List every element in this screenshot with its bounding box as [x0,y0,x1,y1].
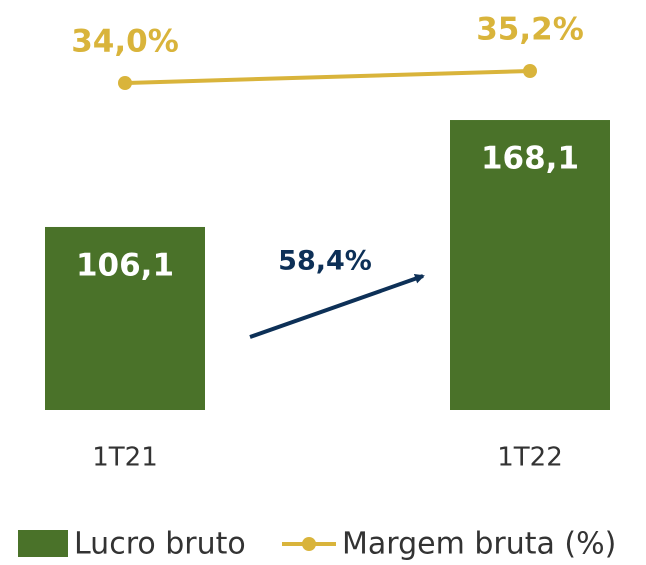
line [124,69,531,85]
bar [450,120,610,410]
data-label: 35,2% [476,12,584,48]
legend-label: Lucro bruto [74,527,246,562]
bar [45,226,205,410]
data-label: 106,1 [76,247,174,283]
data-label: 34,0% [71,24,179,60]
annotation-arrow [249,273,425,339]
line-point [523,64,537,78]
x-tick-label: 1T22 [497,443,563,473]
x-tick-label: 1T21 [92,443,158,473]
line-point [118,76,132,90]
data-label: 168,1 [481,141,579,177]
legend-label: Margem bruta (%) [342,527,616,562]
legend-swatch [302,537,316,551]
legend-swatch [18,530,68,557]
annotation: 58,4% [278,246,372,277]
